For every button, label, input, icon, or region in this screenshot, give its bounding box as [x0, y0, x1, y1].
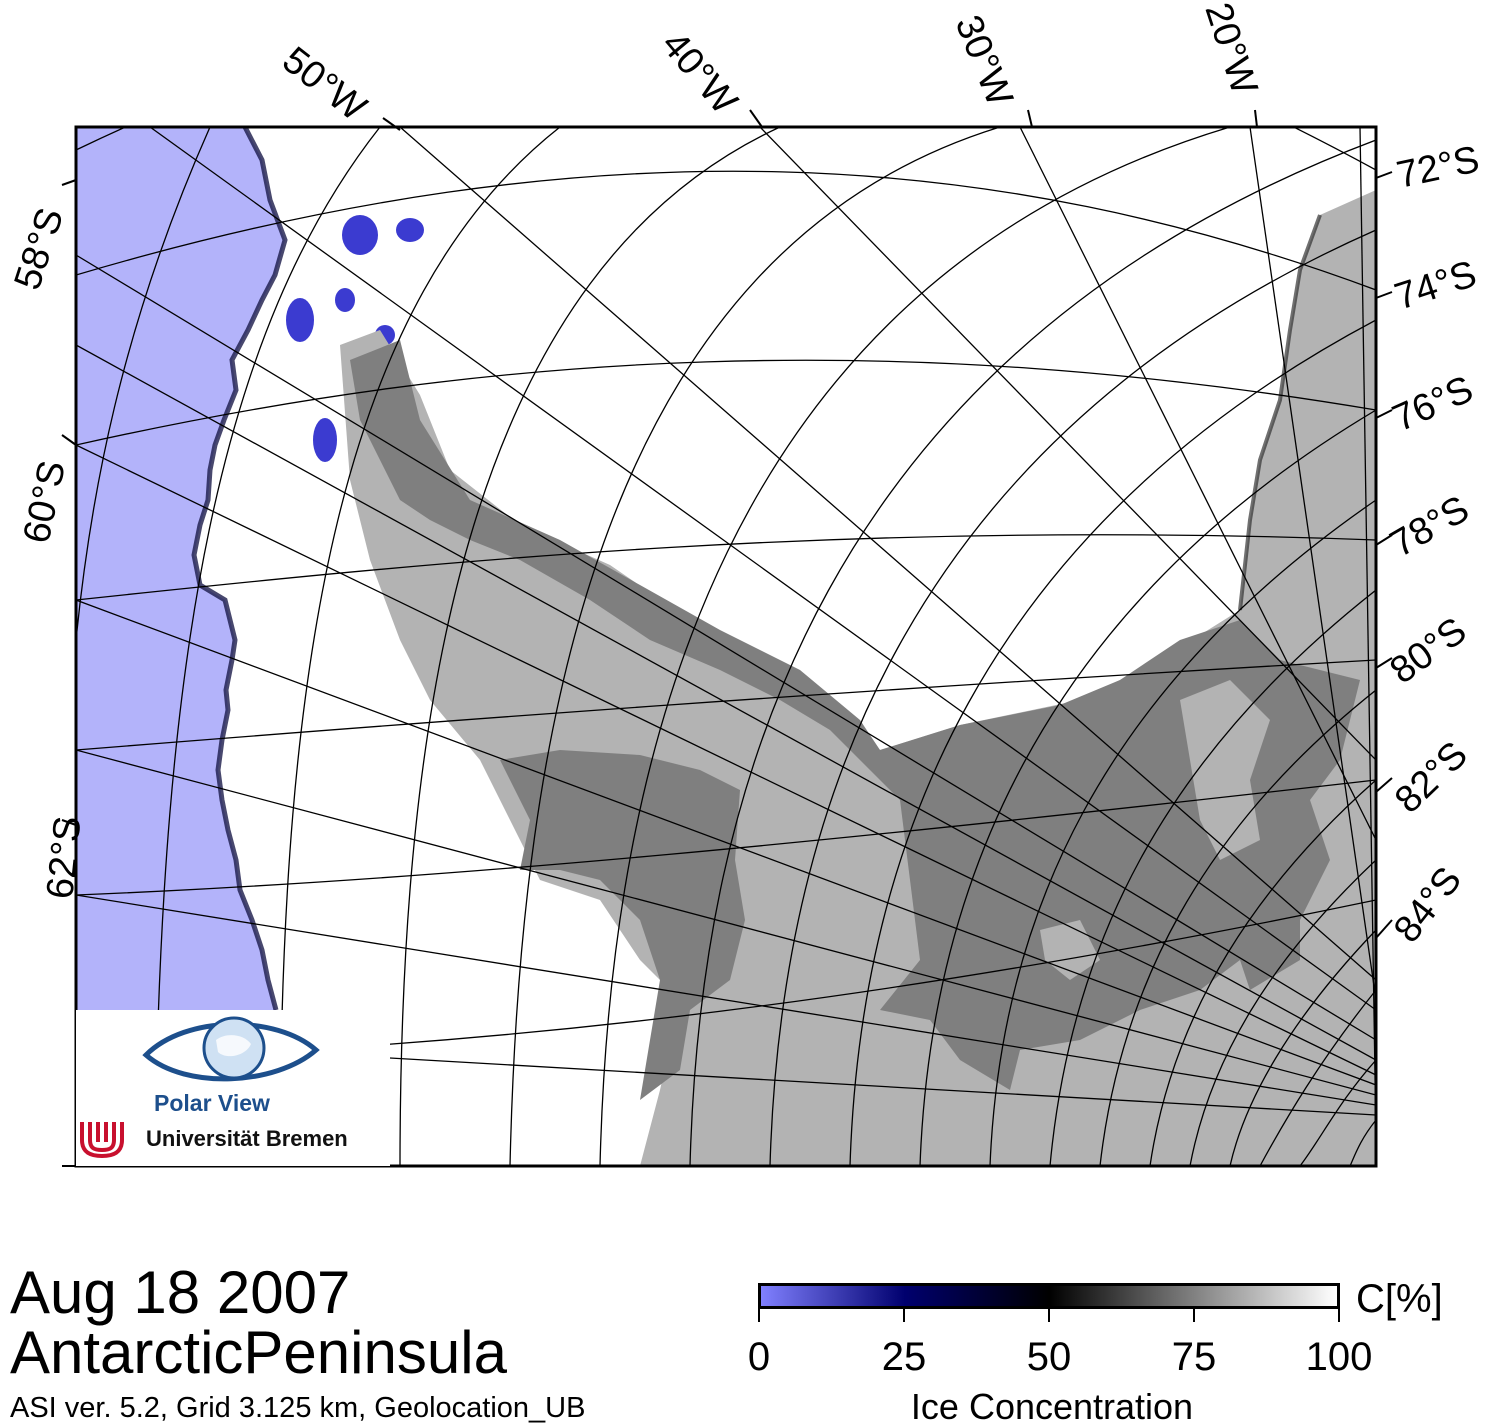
colorbar-tick — [758, 1308, 760, 1322]
colorbar-title: Ice Concentration — [910, 1386, 1194, 1427]
polar-view-logo: Polar View Universität Bremen — [76, 1010, 390, 1166]
colorbar-tick — [903, 1308, 905, 1322]
map-frame — [74, 125, 1378, 1168]
meridian-label-40w: 40°W — [653, 24, 745, 123]
open-water — [76, 127, 285, 1010]
parallel-label-76s: 76°S — [1387, 368, 1480, 440]
larsen-ice-shelf — [350, 340, 1360, 1090]
parallel-label-84s: 84°S — [1386, 859, 1470, 950]
colorbar-tick-label: 25 — [881, 1335, 927, 1379]
algorithm-info: ASI ver. 5.2, Grid 3.125 km, Geolocation… — [10, 1392, 586, 1424]
parallel-label-80s: 80°S — [1383, 610, 1475, 693]
colorbar-tick — [1048, 1308, 1050, 1322]
ice-front-edge — [1238, 214, 1322, 611]
parallel-label-60s: 60°S — [16, 457, 74, 547]
parallel-label-72s: 72°S — [1393, 139, 1483, 197]
graticule — [76, 127, 1376, 1166]
eye-icon — [142, 1016, 320, 1082]
colorbar-tick-label: 50 — [1026, 1335, 1072, 1379]
meridian-label-30w: 30°W — [947, 10, 1021, 112]
region-name: AntarcticPeninsula — [10, 1319, 507, 1386]
ice-concentration-colorbar — [758, 1283, 1340, 1309]
logo-name: Polar View — [154, 1090, 270, 1116]
meridian-label-50w: 50°W — [274, 39, 374, 130]
ice-edge-fringe — [191, 127, 288, 1011]
colorbar-tick-label: 100 — [1305, 1335, 1373, 1379]
logo-institution: Universität Bremen — [146, 1126, 348, 1151]
map-date: Aug 18 2007 — [10, 1259, 351, 1326]
parallel-label-82s: 82°S — [1387, 734, 1476, 822]
colorbar-tick-label: 75 — [1171, 1335, 1217, 1379]
colorbar-unit: C[%] — [1356, 1277, 1443, 1321]
bremen-u-icon — [80, 1122, 124, 1158]
parallel-label-58s: 58°S — [7, 203, 73, 295]
colorbar-tick — [1338, 1308, 1340, 1322]
colorbar-tick — [1193, 1308, 1195, 1322]
axis-ticks — [61, 109, 1393, 1167]
filchner-ice-shelf — [500, 750, 745, 1100]
parallel-label-74s: 74°S — [1390, 253, 1482, 319]
colorbar-tick-label: 0 — [747, 1335, 771, 1379]
sea-ice-map: 50°W 40°W 30°W 20°W 72°S 74°S 76°S 78°S … — [7, 0, 1483, 1168]
parallel-label-62s: 62°S — [39, 814, 89, 901]
parallel-label-78s: 78°S — [1384, 488, 1477, 566]
meridian-label-20w: 20°W — [1196, 0, 1265, 100]
